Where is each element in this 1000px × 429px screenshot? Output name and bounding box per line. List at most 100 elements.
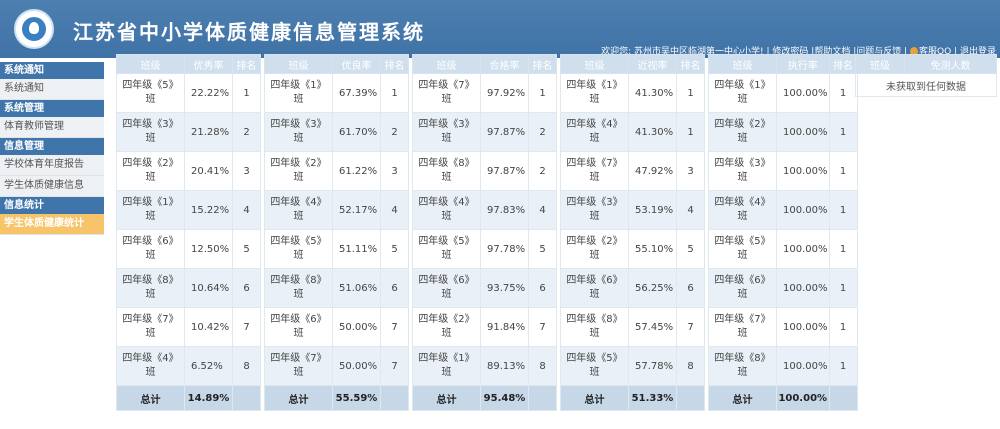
table-cell: 2 [528, 112, 557, 152]
sidebar-section-notice[interactable]: 系统通知 [0, 62, 104, 79]
table-cell: 四年级《2》班 [708, 112, 777, 152]
table-cell: 四年级《4》班 [708, 190, 777, 230]
empty-message: 未获取到任何数据 [855, 73, 997, 97]
table-row: 四年级《6》班 12.50% 5 [116, 229, 261, 269]
total-cell: 51.33% [628, 385, 677, 411]
table-cell: 四年级《5》班 [116, 73, 185, 113]
table-row: 四年级《7》班 100.00% 1 [708, 307, 858, 347]
table-row: 四年级《4》班 52.17% 4 [264, 190, 409, 230]
sidebar-item-student-health[interactable]: 学生体质健康信息 [0, 176, 104, 197]
table-cell: 四年级《6》班 [412, 268, 481, 308]
sidebar-section-stats[interactable]: 信息统计 [0, 197, 104, 214]
table-cell: 四年级《4》班 [264, 190, 333, 230]
table-cell: 21.28% [184, 112, 233, 152]
table-cell: 2 [232, 112, 261, 152]
table-row: 四年级《1》班 15.22% 4 [116, 190, 261, 230]
table-cell: 四年级《4》班 [560, 112, 629, 152]
table-cell: 5 [232, 229, 261, 269]
table-row: 四年级《6》班 93.75% 6 [412, 268, 557, 308]
table-cell: 四年级《1》班 [116, 190, 185, 230]
table-header-cell: 免测人数 [904, 54, 997, 74]
table-header-cell: 优秀率 [184, 54, 233, 74]
table-cell: 57.45% [628, 307, 677, 347]
total-row: 总计 51.33% [560, 385, 705, 411]
table-cell: 四年级《8》班 [560, 307, 629, 347]
sidebar-item-pe-teachers[interactable]: 体育教师管理 [0, 117, 104, 138]
table-cell: 四年级《5》班 [264, 229, 333, 269]
table-cell: 55.10% [628, 229, 677, 269]
total-cell: 总计 [708, 385, 777, 411]
table-cell: 1 [380, 73, 409, 113]
table-header-cell: 执行率 [776, 54, 830, 74]
total-cell: 总计 [264, 385, 333, 411]
table-cell: 12.50% [184, 229, 233, 269]
sidebar: 系统通知 系统通知 系统管理 体育教师管理 信息管理 学校体育年度报告 学生体质… [0, 62, 104, 235]
total-cell: 14.89% [184, 385, 233, 411]
table-cell: 100.00% [776, 190, 830, 230]
table-cell: 100.00% [776, 151, 830, 191]
table-cell: 3 [676, 151, 705, 191]
table-cell: 四年级《6》班 [560, 268, 629, 308]
table-cell: 4 [232, 190, 261, 230]
table-cell: 2 [380, 112, 409, 152]
table-cell: 3 [380, 151, 409, 191]
table-cell: 1 [828, 346, 858, 386]
table-cell: 91.84% [480, 307, 529, 347]
total-cell: 总计 [412, 385, 481, 411]
table-row: 四年级《2》班 55.10% 5 [560, 229, 705, 269]
table-cell: 1 [828, 268, 858, 308]
sidebar-section-info[interactable]: 信息管理 [0, 138, 104, 155]
table-cell: 100.00% [776, 307, 830, 347]
table-row: 四年级《2》班 61.22% 3 [264, 151, 409, 191]
table-cell: 5 [528, 229, 557, 269]
table-header-cell: 近视率 [628, 54, 677, 74]
table-cell: 8 [232, 346, 261, 386]
help-docs-link[interactable]: 帮助文档 [814, 47, 851, 57]
sidebar-item-health-stats[interactable]: 学生体质健康统计 [0, 214, 104, 235]
sidebar-item-annual-report[interactable]: 学校体育年度报告 [0, 155, 104, 176]
table-row: 四年级《3》班 97.87% 2 [412, 112, 557, 152]
table-cell: 四年级《3》班 [412, 112, 481, 152]
total-row: 总计 14.89% [116, 385, 261, 411]
total-row: 总计 100.00% [708, 385, 858, 411]
table-header-cell: 排名 [232, 54, 261, 74]
table-row: 四年级《1》班 67.39% 1 [264, 73, 409, 113]
table-cell: 61.22% [332, 151, 381, 191]
table-row: 四年级《7》班 50.00% 7 [264, 346, 409, 386]
top-links: 欢迎您: 苏州市吴中区临湖第一中心小学! | 修改密码 |帮助文档 |问题与反馈… [601, 47, 996, 57]
table-cell: 四年级《5》班 [560, 346, 629, 386]
table-cell: 四年级《1》班 [412, 346, 481, 386]
table-cell: 1 [232, 73, 261, 113]
sidebar-item-notice[interactable]: 系统通知 [0, 79, 104, 100]
total-cell: 95.48% [480, 385, 529, 411]
table-row: 四年级《2》班 91.84% 7 [412, 307, 557, 347]
table-cell: 97.83% [480, 190, 529, 230]
table-cell: 四年级《1》班 [264, 73, 333, 113]
table-cell: 10.42% [184, 307, 233, 347]
sidebar-section-system[interactable]: 系统管理 [0, 100, 104, 117]
table-cell: 1 [828, 151, 858, 191]
table-cell: 51.06% [332, 268, 381, 308]
total-cell: 总计 [560, 385, 629, 411]
table-cell: 97.92% [480, 73, 529, 113]
qq-service-link[interactable]: 客服QQ [919, 47, 952, 57]
table-header-cell: 合格率 [480, 54, 529, 74]
feedback-link[interactable]: 问题与反馈 [856, 47, 902, 57]
table-cell: 3 [232, 151, 261, 191]
excellent-rate-table: 班级 优秀率 排名 四年级《5》班 22.22% 1 四年级《3》班 21.28% 2 四年级《2… [116, 54, 261, 411]
myopia-rate-table: 班级 近视率 排名 四年级《1》班 41.30% 1 四年级《4》班 41.30% 1 四年级《7… [560, 54, 705, 411]
table-header-cell: 班级 [116, 54, 185, 74]
table-row: 四年级《5》班 22.22% 1 [116, 73, 261, 113]
table-cell: 97.87% [480, 151, 529, 191]
table-cell: 4 [528, 190, 557, 230]
table-row: 四年级《7》班 97.92% 1 [412, 73, 557, 113]
table-header-cell: 排名 [380, 54, 409, 74]
table-cell: 四年级《3》班 [560, 190, 629, 230]
table-row: 四年级《8》班 51.06% 6 [264, 268, 409, 308]
table-row: 四年级《6》班 100.00% 1 [708, 268, 858, 308]
logout-link[interactable]: 退出登录 [959, 47, 996, 57]
table-row: 四年级《4》班 41.30% 1 [560, 112, 705, 152]
change-password-link[interactable]: 修改密码 [772, 47, 809, 57]
table-row: 四年级《4》班 97.83% 4 [412, 190, 557, 230]
table-cell: 四年级《8》班 [412, 151, 481, 191]
